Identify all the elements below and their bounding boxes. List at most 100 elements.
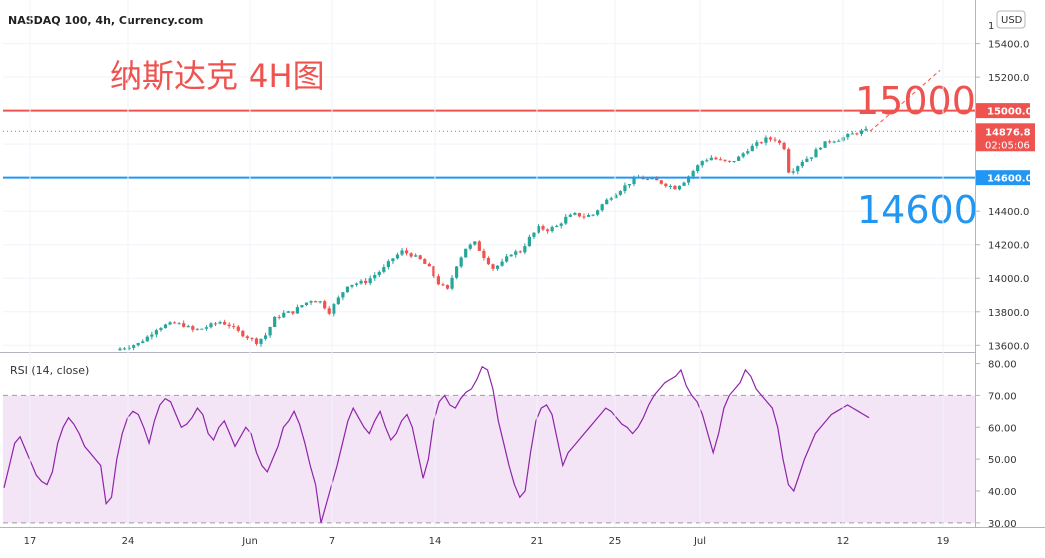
- candle-body: [500, 261, 504, 266]
- x-tick-label: 7: [329, 536, 335, 547]
- candle-body: [286, 311, 290, 313]
- candle-body: [141, 341, 145, 343]
- x-tick-label: 19: [937, 536, 950, 547]
- candle-body: [436, 276, 441, 285]
- candle-body: [323, 301, 327, 309]
- candle-body: [505, 256, 509, 262]
- candle-body: [732, 160, 736, 162]
- currency-badge[interactable]: USD: [996, 10, 1026, 29]
- candle-body: [627, 184, 632, 186]
- candle-body: [686, 176, 691, 183]
- candle-body: [809, 157, 814, 159]
- last-price-tag: 14876.8 02:05:06: [976, 123, 1035, 152]
- rsi-title[interactable]: RSI (14, close): [10, 364, 89, 377]
- candle-body: [791, 171, 795, 173]
- candle-body: [828, 141, 832, 143]
- candle-body: [259, 338, 263, 344]
- x-tick-label: 12: [837, 536, 850, 547]
- candle-body: [400, 250, 404, 255]
- candle-body: [404, 250, 409, 254]
- candle-body: [218, 322, 222, 324]
- candle-body: [614, 194, 618, 199]
- candle-body: [304, 302, 309, 306]
- candle-body: [332, 304, 336, 314]
- candle-body: [182, 323, 186, 327]
- candle-body: [550, 226, 554, 232]
- x-tick-label: 17: [24, 536, 37, 547]
- candle-body: [455, 266, 459, 278]
- symbol-title[interactable]: NASDAQ 100, 4h, Currency.com: [8, 14, 203, 27]
- candle-body: [577, 212, 582, 217]
- candle-body: [200, 328, 204, 330]
- x-tick-label: 24: [122, 536, 135, 547]
- candle-body: [386, 261, 390, 268]
- candle-body: [391, 258, 395, 262]
- rsi-tick-label: 80.00: [988, 360, 1017, 371]
- candle-body: [659, 180, 663, 184]
- candle-body: [195, 328, 199, 330]
- rsi-tick-label: 70.00: [988, 391, 1017, 402]
- candle-body: [277, 316, 281, 318]
- candle-body: [609, 198, 613, 200]
- candle-body: [632, 178, 636, 185]
- candle-body: [582, 216, 586, 218]
- candle-body: [441, 284, 445, 286]
- candle-body: [668, 185, 673, 187]
- candle-body: [309, 301, 313, 303]
- x-grid: [29, 0, 944, 527]
- candle-body: [327, 308, 331, 314]
- candle-body: [191, 326, 195, 330]
- candle-body: [532, 232, 536, 237]
- x-tick-label: 21: [531, 536, 544, 547]
- price-tick-label: 13800.0: [988, 308, 1029, 319]
- candle-body: [759, 142, 763, 144]
- candle-body: [705, 160, 709, 162]
- rsi-grid: [3, 394, 975, 524]
- candle-body: [145, 336, 149, 342]
- candle-body: [409, 253, 413, 257]
- candle-body: [127, 347, 131, 349]
- candle-body: [682, 182, 686, 186]
- rsi-tick-label: 60.00: [988, 423, 1017, 434]
- candle-body: [336, 297, 340, 305]
- price-scale-background[interactable]: [976, 0, 1045, 527]
- annotation-14600: 14600: [857, 188, 978, 232]
- candle-body: [673, 185, 677, 190]
- candle-body: [350, 284, 354, 287]
- x-tick-label: 25: [609, 536, 622, 547]
- candle-body: [768, 137, 773, 140]
- candle-body: [700, 161, 704, 166]
- candle-body: [423, 259, 427, 264]
- candle-body: [655, 178, 659, 181]
- candle-body: [591, 214, 595, 216]
- candle-body: [232, 326, 236, 328]
- candle-body: [691, 171, 695, 177]
- rsi-band-fill: [3, 395, 975, 523]
- candle-body: [377, 271, 381, 276]
- candle-body: [213, 323, 218, 325]
- candle-body: [814, 149, 818, 158]
- candle-body: [782, 142, 786, 150]
- rsi-line: [3, 365, 870, 523]
- price-tick-label: 14400.0: [988, 207, 1029, 218]
- candle-body: [832, 141, 836, 143]
- candle-body: [254, 338, 259, 344]
- candle-body: [368, 278, 372, 284]
- currency-badge-label: USD: [1001, 15, 1023, 26]
- time-axis-ticks[interactable]: 17 24 Jun 7 14 21 25 Jul 12 19: [24, 536, 950, 547]
- candle-body: [341, 292, 345, 298]
- candle-body: [850, 133, 854, 135]
- candle-body: [345, 286, 350, 293]
- candle-body: [236, 326, 240, 331]
- candle-body: [777, 140, 782, 143]
- x-tick-label: Jul: [693, 536, 706, 547]
- candle-body: [432, 266, 436, 277]
- candle-body: [646, 178, 650, 180]
- candle-body: [568, 214, 572, 217]
- price-tick-label: 13600.0: [988, 341, 1029, 352]
- candle-body: [163, 324, 168, 329]
- candle-body: [541, 226, 545, 230]
- price-tick-label: 14200.0: [988, 241, 1029, 252]
- candle-body: [846, 133, 850, 138]
